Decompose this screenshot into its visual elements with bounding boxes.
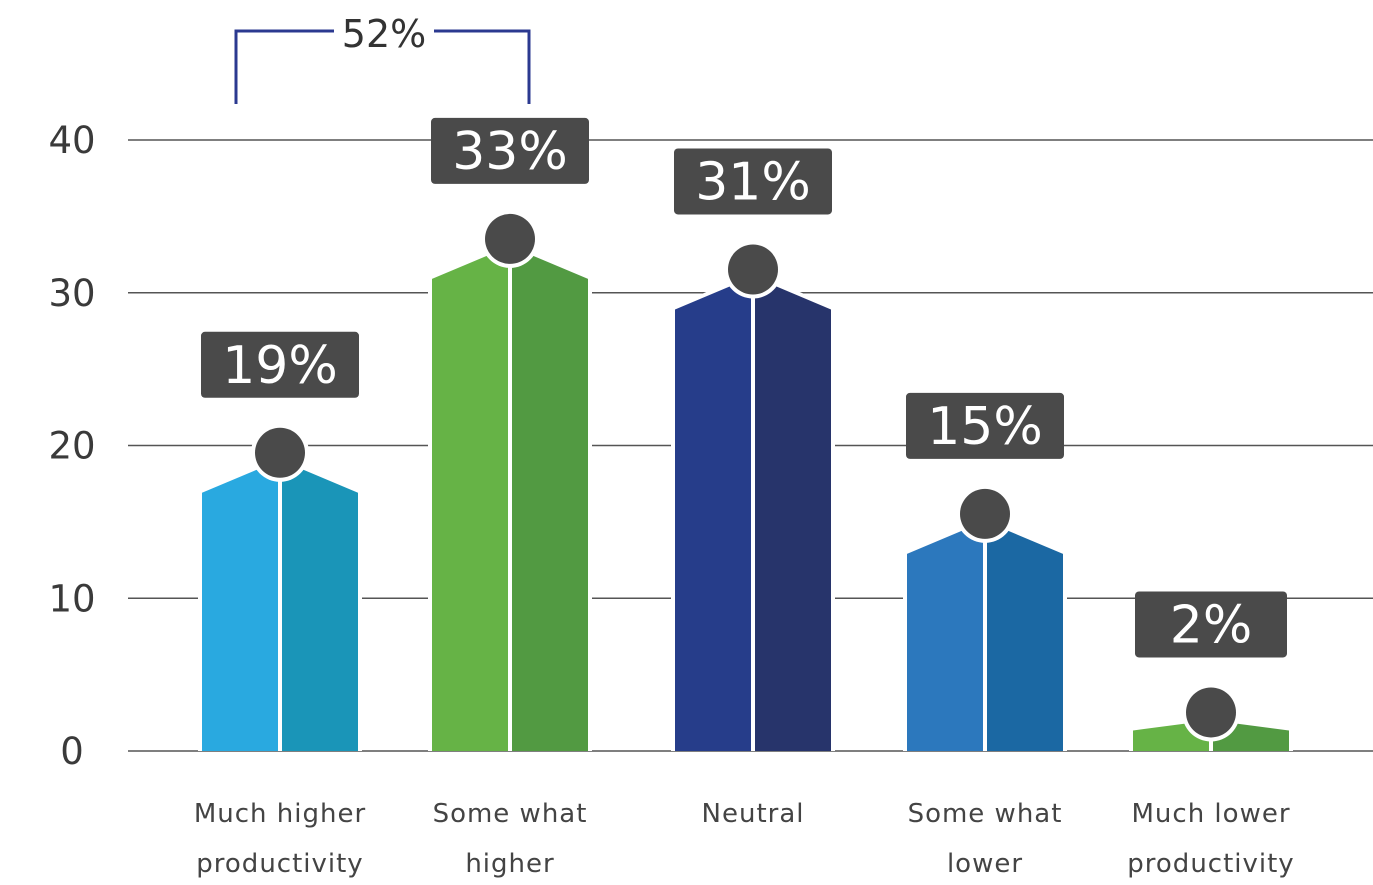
y-tick-label: 20: [48, 425, 95, 468]
x-category-label: productivity: [196, 849, 363, 879]
value-label-box: [201, 331, 359, 398]
x-category-label: Some what: [908, 799, 1063, 829]
value-label: 15%: [927, 397, 1043, 457]
value-label-box: [1135, 591, 1287, 658]
bar-right-half: [987, 521, 1063, 751]
y-tick-label: 0: [60, 730, 84, 773]
value-label: 19%: [222, 336, 338, 396]
bar-left-half: [907, 521, 983, 751]
x-category-label: Much higher: [194, 799, 366, 829]
value-label: 31%: [695, 152, 811, 212]
bar-right-half: [282, 460, 358, 751]
bar-left-half: [202, 460, 278, 751]
bracket-label: 52%: [342, 12, 426, 56]
bar-left-half: [675, 277, 751, 751]
value-label-box: [674, 148, 832, 215]
bracket-label-bg: [334, 10, 434, 50]
bar-right-half: [755, 277, 831, 751]
value-label: 2%: [1170, 595, 1253, 655]
bar-head: [728, 244, 778, 295]
x-category-label: Some what: [433, 799, 588, 829]
bar-head: [1186, 687, 1236, 738]
y-tick-label: 10: [48, 577, 95, 620]
x-category-label: lower: [947, 849, 1023, 879]
y-tick-label: 40: [48, 119, 95, 162]
bar-head: [485, 213, 535, 264]
bar-head: [960, 488, 1010, 539]
x-category-label: Neutral: [702, 799, 805, 829]
value-label-box: [906, 392, 1064, 459]
y-tick-label: 30: [48, 272, 95, 315]
x-category-label: higher: [465, 849, 554, 879]
bar-right-half: [512, 246, 588, 752]
value-label: 33%: [452, 122, 568, 182]
x-category-label: productivity: [1127, 849, 1294, 879]
x-category-label: Much lower: [1131, 799, 1290, 829]
bar-head: [255, 427, 305, 478]
value-label-box: [431, 117, 589, 184]
bar-left-half: [432, 246, 508, 752]
